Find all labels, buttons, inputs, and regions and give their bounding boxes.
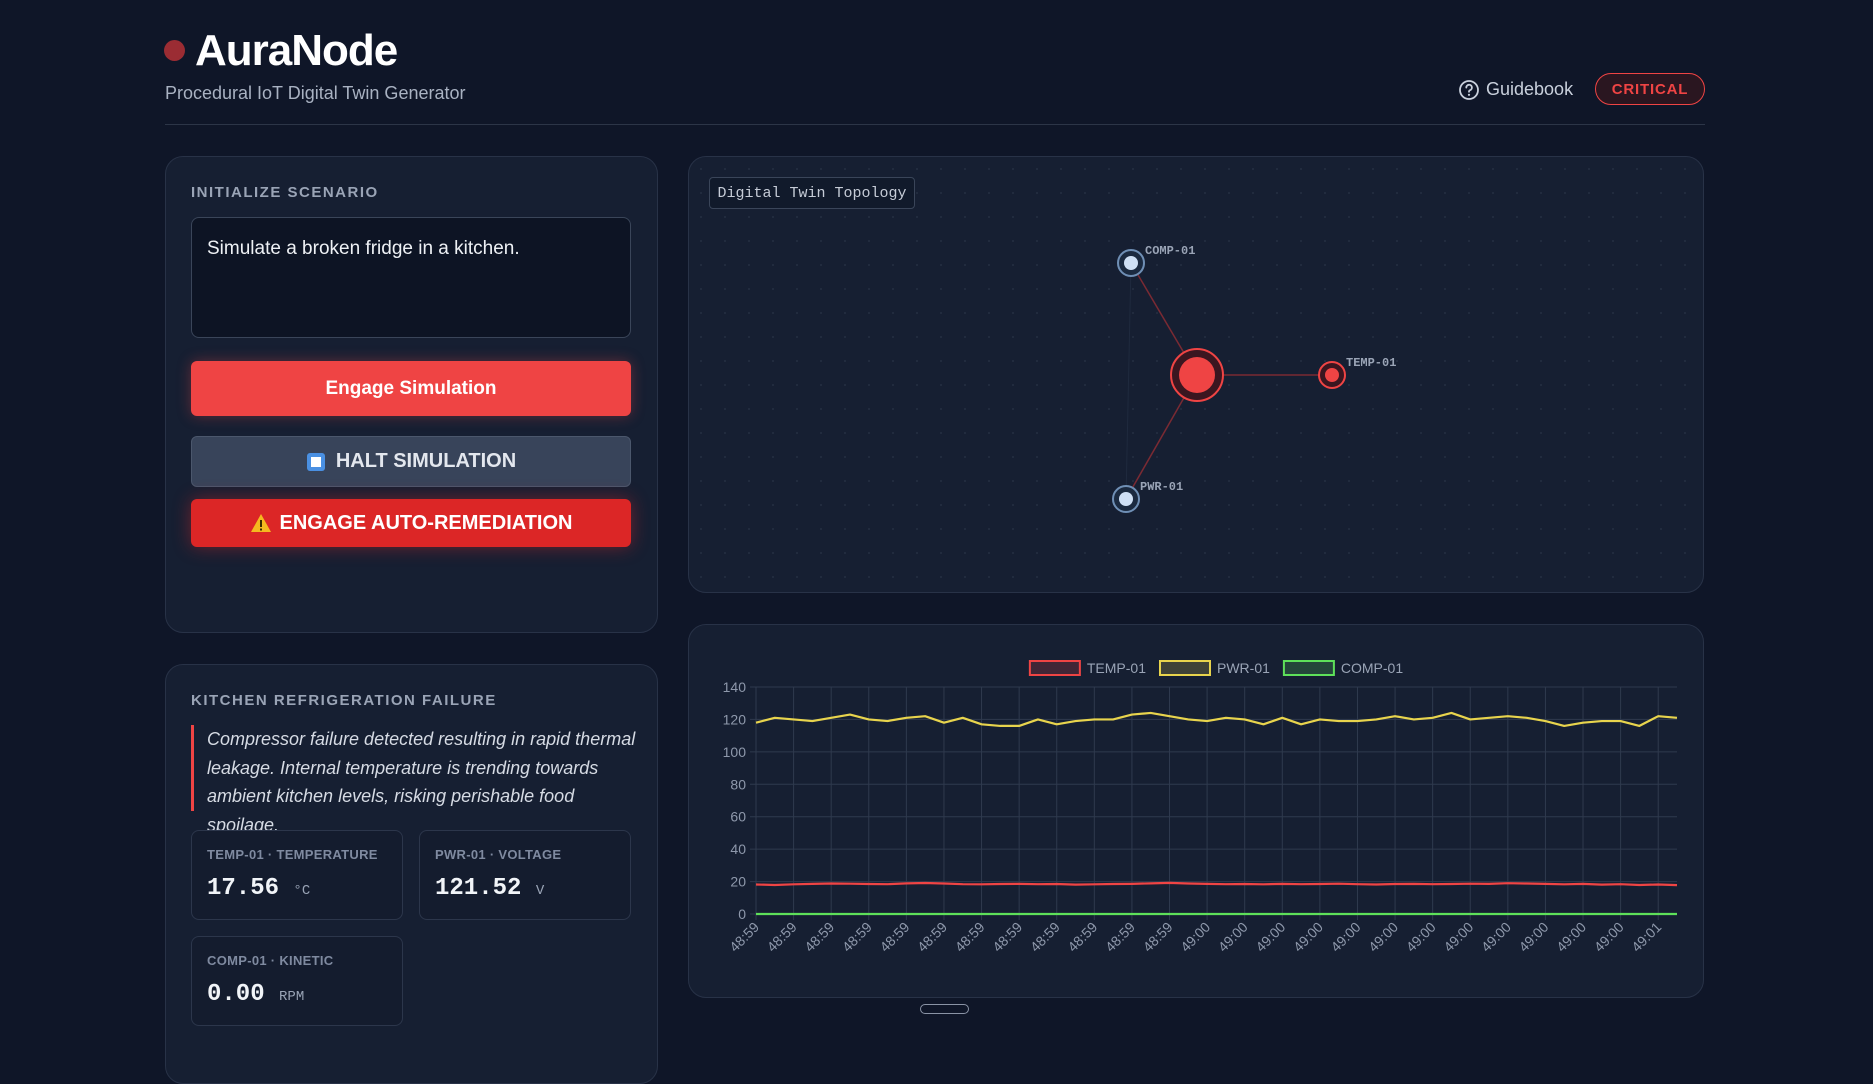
guidebook-link[interactable]: Guidebook — [1486, 79, 1574, 99]
metric-number: 121.52 — [435, 875, 522, 902]
scenario-accent — [191, 725, 194, 811]
engage-button[interactable]: Engage Simulation — [191, 361, 631, 416]
legend-label: PWR-01 — [1217, 660, 1270, 676]
topology-title: Digital Twin Topology — [709, 177, 915, 209]
halt-label: HALT SIMULATION — [335, 450, 517, 472]
x-tick-label: 48:59 — [726, 919, 762, 955]
legend-label: COMP-01 — [1341, 660, 1403, 676]
y-tick-label: 40 — [730, 841, 746, 857]
x-tick-label: 49:00 — [1215, 919, 1251, 955]
x-tick-label: 48:59 — [839, 919, 875, 955]
metric-value: 17.56 °C — [207, 875, 310, 902]
prompt-input[interactable]: Simulate a broken fridge in a kitchen. — [191, 217, 631, 338]
y-tick-label: 80 — [730, 776, 746, 792]
help-icon — [1459, 80, 1479, 100]
device-label: COMP-01 — [1145, 244, 1195, 258]
x-tick-label: 49:00 — [1515, 919, 1551, 955]
topology-edge — [1125, 262, 1132, 500]
device-node — [1124, 256, 1138, 270]
x-tick-label: 49:01 — [1628, 919, 1664, 955]
halt-icon — [306, 452, 325, 471]
legend-swatch — [1282, 660, 1335, 676]
hub-node — [1179, 357, 1215, 393]
metric-card: TEMP-01 · TEMPERATURE 17.56 °C — [191, 830, 403, 920]
metric-unit: V — [535, 883, 545, 899]
device-label: TEMP-01 — [1346, 356, 1396, 370]
x-tick-label: 49:00 — [1365, 919, 1401, 955]
app-subtitle: Procedural IoT Digital Twin Generator — [165, 83, 466, 103]
metric-card: COMP-01 · KINETIC 0.00 RPM — [191, 936, 403, 1026]
metric-value: 121.52 V — [435, 875, 544, 902]
app-title: AuraNode — [195, 26, 398, 75]
x-tick-label: 48:59 — [989, 919, 1025, 955]
remediate-label: ENGAGE AUTO-REMEDIATION — [279, 511, 573, 534]
scenario-title: KITCHEN REFRIGERATION FAILURE — [191, 692, 497, 709]
warning-icon — [250, 514, 271, 532]
legend: TEMP-01 PWR-01 COMP-01 — [1028, 660, 1403, 676]
device-node — [1119, 492, 1133, 506]
x-tick-label: 49:00 — [1478, 919, 1514, 955]
legend-swatch — [1158, 660, 1211, 676]
x-tick-label: 49:00 — [1290, 919, 1326, 955]
x-tick-label: 49:00 — [1553, 919, 1589, 955]
status-dot — [164, 40, 185, 61]
controls-heading: INITIALIZE SCENARIO — [191, 184, 379, 201]
topology-panel: COMP-01 TEMP-01 PWR-01 — [688, 156, 1704, 593]
x-tick-label: 49:00 — [1440, 919, 1476, 955]
prompt-text: Simulate a broken fridge in a kitchen. — [207, 238, 520, 259]
metric-label: TEMP-01 · TEMPERATURE — [207, 847, 378, 862]
y-tick-label: 20 — [730, 874, 746, 890]
x-tick-label: 49:00 — [1403, 919, 1439, 955]
metric-unit: RPM — [279, 989, 305, 1005]
chart-panel — [688, 624, 1704, 998]
metric-number: 0.00 — [207, 981, 265, 1008]
x-tick-label: 48:59 — [764, 919, 800, 955]
x-tick-label: 49:00 — [1591, 919, 1627, 955]
y-tick-label: 100 — [723, 744, 747, 760]
x-tick-label: 48:59 — [801, 919, 837, 955]
y-tick-label: 0 — [738, 906, 746, 922]
x-tick-label: 48:59 — [952, 919, 988, 955]
metric-label: PWR-01 · VOLTAGE — [435, 847, 562, 862]
metric-card: PWR-01 · VOLTAGE 121.52 V — [419, 830, 631, 920]
y-tick-label: 120 — [723, 711, 747, 727]
y-tick-label: 140 — [723, 679, 747, 695]
device-node — [1325, 368, 1339, 382]
x-tick-label: 48:59 — [914, 919, 950, 955]
header-divider — [165, 124, 1705, 125]
x-tick-label: 48:59 — [1064, 919, 1100, 955]
y-tick-label: 60 — [730, 809, 746, 825]
x-tick-label: 48:59 — [1102, 919, 1138, 955]
page: AuraNode Procedural IoT Digital Twin Gen… — [164, 26, 1705, 1084]
series-line — [755, 711, 1678, 728]
x-tick-label: 49:00 — [1327, 919, 1363, 955]
scroll-handle[interactable] — [920, 1004, 969, 1014]
x-tick-label: 49:00 — [1177, 919, 1213, 955]
device-label: PWR-01 — [1140, 480, 1183, 494]
status-badge: CRITICAL — [1595, 73, 1705, 105]
metric-number: 17.56 — [207, 875, 280, 902]
halt-button[interactable]: HALT SIMULATION — [191, 436, 631, 487]
scenario-description: Compressor failure detected resulting in… — [207, 729, 636, 835]
legend-swatch — [1028, 660, 1081, 676]
metric-value: 0.00 RPM — [207, 981, 304, 1008]
metric-unit: °C — [293, 883, 311, 899]
metric-label: COMP-01 · KINETIC — [207, 953, 334, 968]
legend-label: TEMP-01 — [1087, 660, 1146, 676]
remediate-button[interactable]: ENGAGE AUTO-REMEDIATION — [191, 499, 631, 547]
topology-graph: COMP-01 TEMP-01 PWR-01 — [689, 157, 1703, 592]
x-tick-label: 48:59 — [1140, 919, 1176, 955]
x-tick-label: 48:59 — [1027, 919, 1063, 955]
x-tick-label: 48:59 — [876, 919, 912, 955]
series-line — [755, 881, 1678, 887]
x-tick-label: 49:00 — [1252, 919, 1288, 955]
